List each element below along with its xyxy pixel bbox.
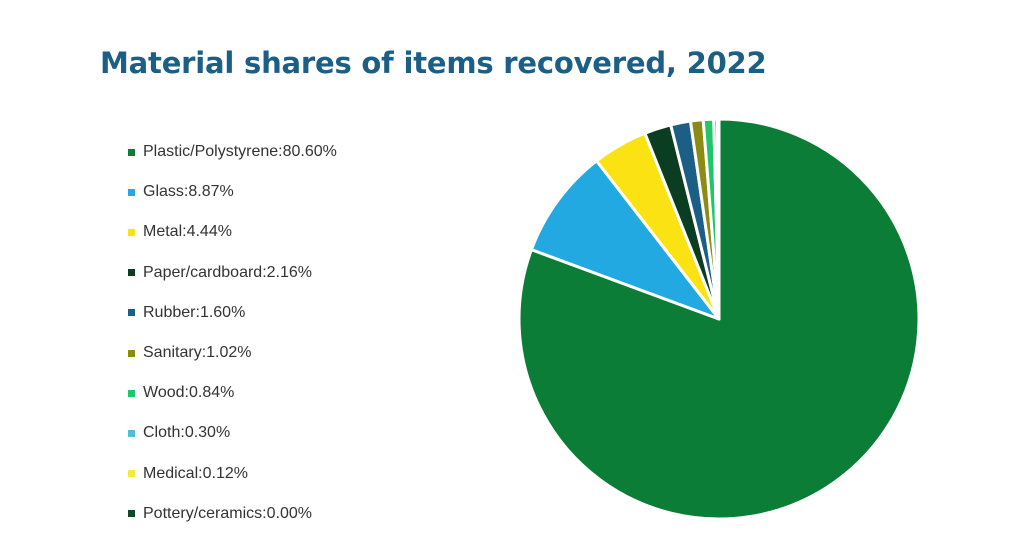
legend-separator: :: [262, 504, 267, 522]
legend-item: Glass: 8.87%: [128, 172, 337, 212]
legend-value: 1.02%: [206, 344, 252, 362]
pie-slice: [517, 117, 921, 521]
legend-value: 4.44%: [186, 223, 232, 241]
legend-separator: :: [183, 183, 189, 201]
legend-item: Sanitary: 1.02%: [128, 333, 337, 373]
pie-slice: [715, 117, 721, 321]
legend-item: Plastic/Polystyrene: 80.60%: [128, 132, 337, 172]
legend-value: 80.60%: [282, 143, 337, 161]
legend-label: Medical: [143, 464, 199, 482]
legend-label: Cloth: [143, 424, 181, 442]
legend-value: 0.30%: [184, 424, 231, 442]
legend-label: Glass: [143, 183, 184, 201]
legend-swatch: [128, 309, 135, 317]
legend-label: Pottery/ceramics: [143, 504, 263, 522]
legend-value: 1.60%: [199, 303, 246, 321]
legend-label: Sanitary: [143, 344, 202, 362]
legend-label: Wood: [143, 384, 185, 402]
legend-label: Rubber: [143, 303, 196, 321]
legend-swatch: [128, 228, 135, 236]
legend-separator: :: [278, 143, 283, 161]
legend-swatch: [128, 429, 135, 437]
legend-swatch: [128, 510, 135, 518]
legend-label: Paper/cardboard: [143, 263, 263, 281]
legend-separator: :: [184, 384, 189, 402]
legend-label: Metal: [143, 223, 183, 241]
chart-legend: Plastic/Polystyrene: 80.60% Glass: 8.87% M…: [128, 132, 337, 534]
pie-slice: [529, 159, 721, 321]
legend-value: 2.16%: [266, 263, 313, 281]
legend-swatch: [128, 269, 135, 277]
legend-swatch: [128, 148, 135, 156]
legend-swatch: [128, 389, 135, 397]
legend-value: 0.12%: [202, 464, 248, 482]
legend-item: Rubber: 1.60%: [128, 293, 337, 333]
legend-value: 8.87%: [188, 183, 234, 201]
legend-value: 0.84%: [188, 384, 235, 402]
legend-item: Metal: 4.44%: [128, 212, 337, 252]
legend-separator: :: [195, 303, 200, 321]
legend-separator: :: [198, 464, 203, 482]
legend-swatch: [128, 349, 135, 357]
legend-item: Paper/cardboard: 2.16%: [128, 253, 337, 293]
legend-swatch: [128, 470, 135, 478]
legend-item: Cloth: 0.30%: [128, 413, 337, 453]
legend-item: Medical: 0.12%: [128, 454, 337, 494]
legend-separator: :: [182, 223, 187, 241]
legend-item: Pottery/ceramics: 0.00%: [128, 494, 337, 534]
chart-title: Material shares of items recovered, 2022: [100, 46, 767, 80]
legend-item: Wood: 0.84%: [128, 373, 337, 413]
legend-separator: :: [180, 424, 185, 442]
legend-value: 0.00%: [266, 504, 312, 522]
legend-separator: :: [201, 344, 207, 362]
legend-separator: :: [262, 263, 267, 281]
legend-label: Plastic/Polystyrene: [143, 143, 279, 161]
legend-swatch: [128, 188, 135, 196]
